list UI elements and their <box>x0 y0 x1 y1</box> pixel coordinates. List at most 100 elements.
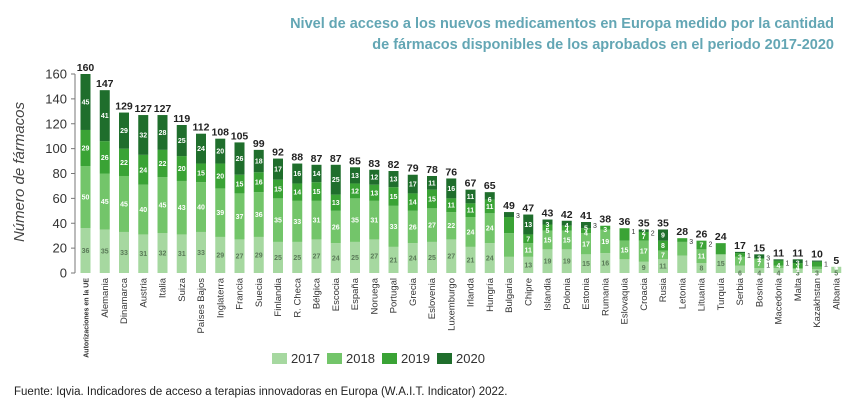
segment-value-label: 4 <box>834 264 838 271</box>
x-tick-label: Serbia <box>735 277 746 305</box>
bar-segment-2018 <box>119 175 129 232</box>
bar-group: 21 24 11 11 67 <box>465 178 476 273</box>
segment-value-label: 6 <box>738 271 742 278</box>
segment-value-label: 15 <box>717 261 725 268</box>
bar-segment-2019 <box>215 163 226 189</box>
bar-segment-2017 <box>542 249 553 273</box>
chart-title-line-1: Nivel de acceso a los nuevos medicamento… <box>290 16 834 32</box>
bar-segment-2020 <box>407 174 418 194</box>
segment-value-label: 4 <box>757 271 761 278</box>
bar-total-label: 99 <box>253 138 265 150</box>
bar-segment-2020 <box>388 171 399 188</box>
bar-segment-2020 <box>504 212 514 218</box>
segment-value-label: 3 <box>815 271 819 278</box>
y-tick-label: 100 <box>45 141 67 156</box>
segment-value-label: 16 <box>255 180 263 187</box>
bar-segment-2017 <box>388 246 399 273</box>
bar-segment-2020 <box>561 220 572 226</box>
bar-group: 32 45 22 28 127 <box>154 103 171 273</box>
segment-value-label: 50 <box>82 195 90 202</box>
bar-segment-2019 <box>350 183 360 199</box>
legend-swatch-2020 <box>437 353 452 364</box>
segment-value-label: 24 <box>409 256 417 263</box>
bar-total-label: 38 <box>599 214 611 226</box>
x-tick-label: Países Bajos <box>196 278 207 334</box>
bar-total-label: 49 <box>503 200 515 212</box>
x-tick-label: Inglaterra <box>215 277 226 318</box>
segment-value-label: 3 <box>738 254 742 261</box>
bar-group: 29 36 16 18 99 <box>253 138 265 273</box>
bar-group: 25 35 15 17 92 <box>272 147 284 273</box>
segment-value-label: 17 <box>274 167 282 174</box>
segment-value-label: 5 <box>584 226 588 233</box>
bar-segment-2017 <box>273 241 283 273</box>
bar-group: 6 73 17 <box>734 240 746 278</box>
segment-value-label: 15 <box>582 261 590 268</box>
y-tick-label: 60 <box>53 191 67 206</box>
bar-segment-2019 <box>311 182 322 201</box>
x-tick-label: Noruega <box>369 277 380 314</box>
bar-segment-2020 <box>119 112 129 149</box>
segment-value-label: 21 <box>467 257 475 264</box>
segment-value-label: 4 <box>777 271 781 278</box>
segment-value-label: 8 <box>700 266 704 273</box>
segment-value-label: 22 <box>159 161 167 168</box>
bar-segment-2020 <box>446 178 457 199</box>
segment-value-label: 15 <box>313 189 321 196</box>
segment-value-label: 13 <box>370 190 378 197</box>
segment-value-label: 4 <box>584 231 588 238</box>
x-tick-label: Eslovenia <box>427 277 438 319</box>
bar-segment-2019 <box>619 228 630 241</box>
segment-value-label: 17 <box>640 249 648 256</box>
bar-segment-2018 <box>542 230 553 250</box>
bar-segment-2019 <box>792 263 803 269</box>
bar-segment-2017 <box>215 236 226 273</box>
segment-value-label: 11 <box>448 203 456 210</box>
segment-value-label: 3 <box>796 261 800 268</box>
segment-value-label: 29 <box>82 146 90 153</box>
bar-group: 15 17 45 41 <box>580 210 592 273</box>
segment-value-label: 24 <box>486 226 494 233</box>
bar-total-label: 79 <box>407 163 419 175</box>
bar-segment-2017 <box>446 239 457 273</box>
bar-group: 24 26 13 25 87 <box>330 153 342 273</box>
chart-title: Nivel de acceso a los nuevos medicamento… <box>194 14 834 56</box>
bar-segment-2017 <box>119 231 129 273</box>
x-tick-label: Macedonia <box>774 277 785 324</box>
bar-group: 27 31 15 14 87 <box>311 153 322 273</box>
segment-value-label: 31 <box>139 251 147 258</box>
segment-value-label: 24 <box>139 167 147 174</box>
bar-segment-2017 <box>176 234 187 273</box>
x-tick-label: Kazakhstan <box>812 278 823 328</box>
bar-segment-2020 <box>196 133 206 164</box>
segment-value-label: 24 <box>486 256 494 263</box>
segment-value-label: 1 <box>796 267 800 274</box>
bar-group: 25 35 12 13 85 <box>349 155 361 273</box>
bar-segment-2018 <box>812 266 822 270</box>
x-tick-label: Luxemburgo <box>446 278 457 331</box>
bar-total-label: 47 <box>522 203 534 215</box>
bar-segment-2017 <box>561 249 572 273</box>
segment-value-label: 26 <box>409 224 417 231</box>
bar-segment-2017 <box>407 243 418 273</box>
segment-value-label: 11 <box>525 247 533 254</box>
segment-value-label: 24 <box>332 256 340 263</box>
bar-group: 33 45 22 29 129 <box>115 101 133 273</box>
bar-segment-2018 <box>350 198 360 242</box>
segment-value-label: 12 <box>370 175 378 182</box>
segment-value-label: 2 <box>642 229 646 236</box>
bar-group: 49 <box>503 200 515 273</box>
bar-segment-2020 <box>773 259 784 261</box>
bar-total-label: 105 <box>231 130 249 142</box>
side-value-label: 3 <box>516 213 520 220</box>
bar-total-label: 76 <box>445 166 457 178</box>
y-axis-label: Número de fármacos <box>11 101 28 242</box>
bar-segment-2020 <box>638 229 649 232</box>
bar-total-label: 35 <box>638 217 650 229</box>
segment-value-label: 15 <box>274 187 282 194</box>
bar-group: 36 50 29 45 160 <box>77 62 94 273</box>
side-value-label: 2 <box>709 242 713 249</box>
segment-value-label: 9 <box>642 265 646 272</box>
